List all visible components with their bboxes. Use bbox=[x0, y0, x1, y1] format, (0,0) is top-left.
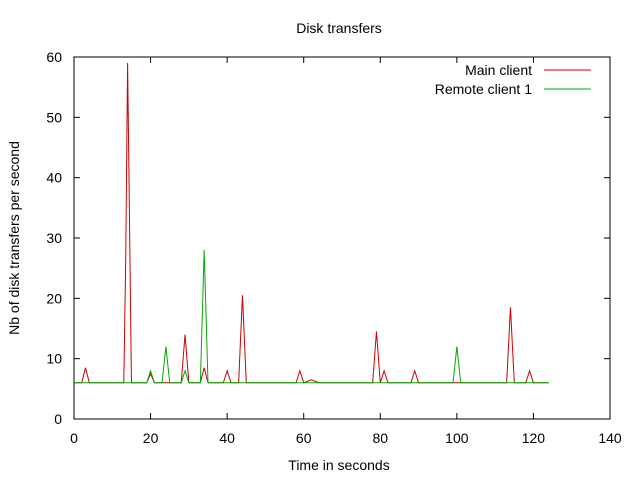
legend: Main client Remote client 1 bbox=[435, 62, 591, 97]
y-axis-label: Nb of disk transfers per second bbox=[6, 141, 22, 335]
y-tick-label: 20 bbox=[46, 290, 62, 306]
x-tick-label: 80 bbox=[372, 430, 388, 446]
x-tick-label: 60 bbox=[296, 430, 312, 446]
x-axis-label: Time in seconds bbox=[288, 457, 389, 473]
y-tick-label: 10 bbox=[46, 351, 62, 367]
x-tick-label: 100 bbox=[445, 430, 469, 446]
plot-frame bbox=[73, 56, 611, 420]
chart-title: Disk transfers bbox=[296, 20, 382, 36]
legend-label-2: Remote client 1 bbox=[435, 81, 532, 97]
y-tick-label: 30 bbox=[46, 230, 62, 246]
x-tick-label: 0 bbox=[70, 430, 78, 446]
series-line-1 bbox=[74, 63, 549, 384]
y-tick-label: 60 bbox=[46, 49, 62, 65]
series-line-2 bbox=[74, 250, 549, 384]
x-tick-label: 120 bbox=[522, 430, 546, 446]
y-tick-label: 0 bbox=[54, 411, 62, 427]
series-layer bbox=[74, 63, 549, 384]
x-axis-ticks: 0 20 40 60 80 100 120 140 bbox=[70, 57, 622, 446]
x-tick-label: 140 bbox=[598, 430, 622, 446]
x-tick-label: 40 bbox=[219, 430, 235, 446]
x-tick-label: 20 bbox=[143, 430, 159, 446]
legend-label-1: Main client bbox=[465, 62, 532, 78]
y-tick-label: 40 bbox=[46, 170, 62, 186]
y-tick-label: 50 bbox=[46, 109, 62, 125]
y-axis-ticks: 0 10 20 30 40 50 60 bbox=[46, 49, 610, 427]
